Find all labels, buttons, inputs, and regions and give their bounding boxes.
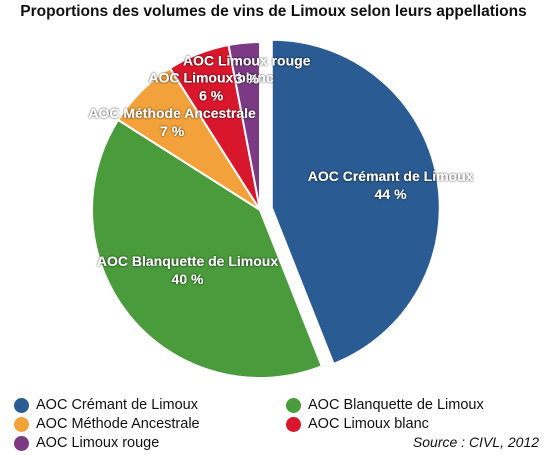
slice-value-label: 6 % — [199, 88, 224, 104]
pie-slice-2 — [91, 118, 324, 379]
legend-item: AOC Blanquette de Limoux — [286, 397, 484, 413]
pie-chart: AOC Crémant de Limoux 44 % AOC Blanquette … — [88, 38, 474, 379]
legend-label: AOC Limoux rouge — [36, 435, 160, 451]
legend-label: AOC Méthode Ancestrale — [36, 416, 200, 432]
slice-name-label: AOC Crémant de Limoux — [308, 168, 474, 184]
legend-swatch — [14, 397, 29, 413]
slice-name-label: AOC Limoux rouge — [183, 53, 311, 69]
slice-name-label: AOC Blanquette de Limoux — [97, 253, 278, 269]
legend-item: AOC Méthode Ancestrale — [14, 416, 200, 432]
legend-item: AOC Crémant de Limoux — [14, 397, 198, 413]
legend-label: AOC Blanquette de Limoux — [308, 397, 484, 413]
pie-slice-5 — [227, 40, 261, 211]
legend-item: AOC Limoux rouge — [14, 435, 159, 451]
slice-value-label: 3 % — [235, 71, 260, 87]
chart-title: Proportions des volumes de vins de Limou… — [20, 3, 527, 20]
slice-name-label: AOC Limoux blanc — [149, 70, 274, 86]
slice-value-label: 40 % — [172, 271, 204, 287]
legend-swatch — [286, 416, 301, 432]
slice-value-label: 44 % — [375, 186, 407, 202]
pie-slice-1 — [270, 38, 441, 366]
legend-label: AOC Limoux blanc — [308, 416, 429, 432]
slice-name-label: AOC Méthode Ancestrale — [88, 105, 256, 121]
legend-swatch — [14, 416, 29, 432]
slice-value-label: 7 % — [160, 123, 185, 139]
legend-swatch — [286, 397, 301, 413]
legend-item: AOC Limoux blanc — [286, 416, 429, 432]
legend-label: AOC Crémant de Limoux — [36, 397, 198, 413]
legend-swatch — [14, 435, 29, 451]
source-note: Source : CIVL, 2012 — [412, 434, 539, 450]
